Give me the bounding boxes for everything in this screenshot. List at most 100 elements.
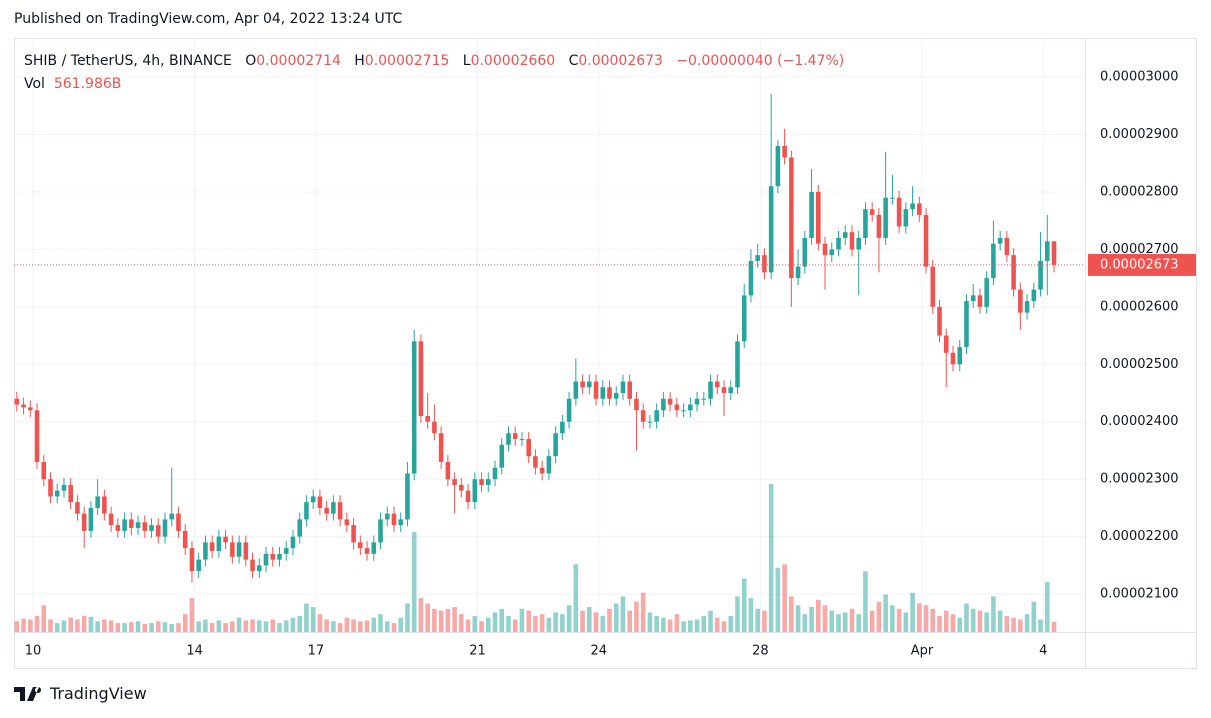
y-tick-label: 0.00002900 (1100, 127, 1179, 142)
candle-body (48, 479, 53, 497)
candle-body (768, 186, 774, 273)
candle-body (795, 266, 801, 279)
candle-body (910, 203, 915, 210)
volume-bar (782, 564, 787, 632)
candle-body (869, 209, 875, 215)
volume-bar (472, 615, 478, 632)
volume-bar (775, 567, 781, 632)
candle-body (169, 513, 175, 520)
candle-body (1038, 260, 1043, 290)
candle-body (344, 519, 350, 526)
y-tick-label: 0.00002800 (1100, 184, 1179, 199)
candle-body (607, 387, 612, 399)
candle-body (485, 479, 491, 485)
candle-body (755, 255, 760, 261)
volume-bar (432, 608, 437, 632)
volume-bar (526, 610, 531, 632)
volume-bar (189, 598, 195, 632)
candle-body (1051, 241, 1057, 265)
volume-bar (95, 621, 100, 632)
volume-bar (829, 610, 835, 632)
candle-body (149, 525, 154, 531)
candle-body (667, 398, 673, 405)
volume-bar (560, 614, 565, 632)
volume-bar (54, 623, 60, 632)
volume-row: Vol 561.986B (24, 73, 844, 96)
volume-bar (162, 622, 168, 632)
volume-bar (149, 623, 154, 632)
volume-bar (943, 610, 949, 632)
volume-bar (398, 617, 404, 632)
brand-name: TradingView (50, 684, 147, 703)
candle-body (970, 295, 976, 302)
candle-body (391, 513, 397, 526)
volume-bar (236, 617, 242, 632)
candle-body (223, 536, 228, 543)
candle-body (802, 237, 808, 267)
volume-bar (445, 608, 451, 632)
volume-bar (14, 621, 20, 632)
volume-layer (14, 484, 1057, 632)
volume-bar (964, 603, 969, 632)
volume-bar (688, 620, 693, 632)
volume-bar (358, 621, 363, 632)
y-tick-label: 0.00002700 (1100, 242, 1179, 257)
candle-body (822, 243, 828, 256)
volume-bar (620, 596, 626, 632)
candle-body (243, 542, 249, 560)
legend: SHIB / TetherUS, 4h, BINANCE O0.00002714… (24, 50, 844, 96)
candle-body (573, 381, 579, 399)
candle-body (923, 214, 929, 267)
volume-bar (573, 564, 579, 632)
low-value: 0.00002660 (470, 53, 556, 69)
candle-body (351, 525, 356, 543)
candle-body (647, 421, 653, 423)
candle-body (997, 237, 1003, 244)
volume-bar (533, 615, 538, 632)
volume-bar (337, 623, 343, 632)
volume-bar (917, 603, 922, 632)
y-tick-label: 0.00002300 (1100, 472, 1179, 487)
volume-bar (102, 619, 107, 632)
volume-bar (1044, 582, 1050, 632)
last-price-box (1088, 253, 1196, 276)
volume-bar (546, 617, 552, 632)
candle-body (34, 410, 40, 462)
candle-body (674, 404, 680, 411)
candle-body (506, 433, 511, 445)
volume-bar (371, 617, 377, 632)
volume-bar (553, 612, 558, 632)
volume-bar (230, 621, 235, 632)
candle-body (371, 542, 377, 554)
candle-body (688, 404, 693, 411)
candle-body (445, 461, 451, 480)
close-value: 0.00002673 (578, 53, 663, 69)
volume-bar (223, 623, 228, 632)
volume-bar (317, 614, 323, 632)
candle-body (991, 243, 996, 279)
candle-body (836, 237, 841, 250)
volume-bar (499, 608, 505, 632)
candle-body (378, 519, 383, 543)
candle-body (263, 553, 269, 566)
volume-bar (297, 615, 302, 632)
volume-bar (789, 596, 794, 632)
volume-bar (930, 608, 936, 632)
volume-bar (122, 623, 127, 632)
volume-bar (977, 610, 983, 632)
volume-bar (822, 605, 828, 632)
candle-body (115, 525, 121, 531)
candle-body (640, 410, 646, 422)
volume-bar (721, 621, 727, 632)
volume-bar (937, 615, 942, 632)
volume-bar (836, 614, 841, 632)
volume-bar (129, 622, 134, 632)
volume-bar (418, 598, 424, 632)
brand-logo[interactable]: TradingView (14, 684, 147, 703)
candle-body (270, 553, 276, 560)
candle-body (209, 542, 215, 551)
candle-body (580, 381, 585, 388)
volume-bar (1024, 614, 1030, 632)
candle-body (452, 479, 457, 485)
candle-body (61, 484, 67, 491)
